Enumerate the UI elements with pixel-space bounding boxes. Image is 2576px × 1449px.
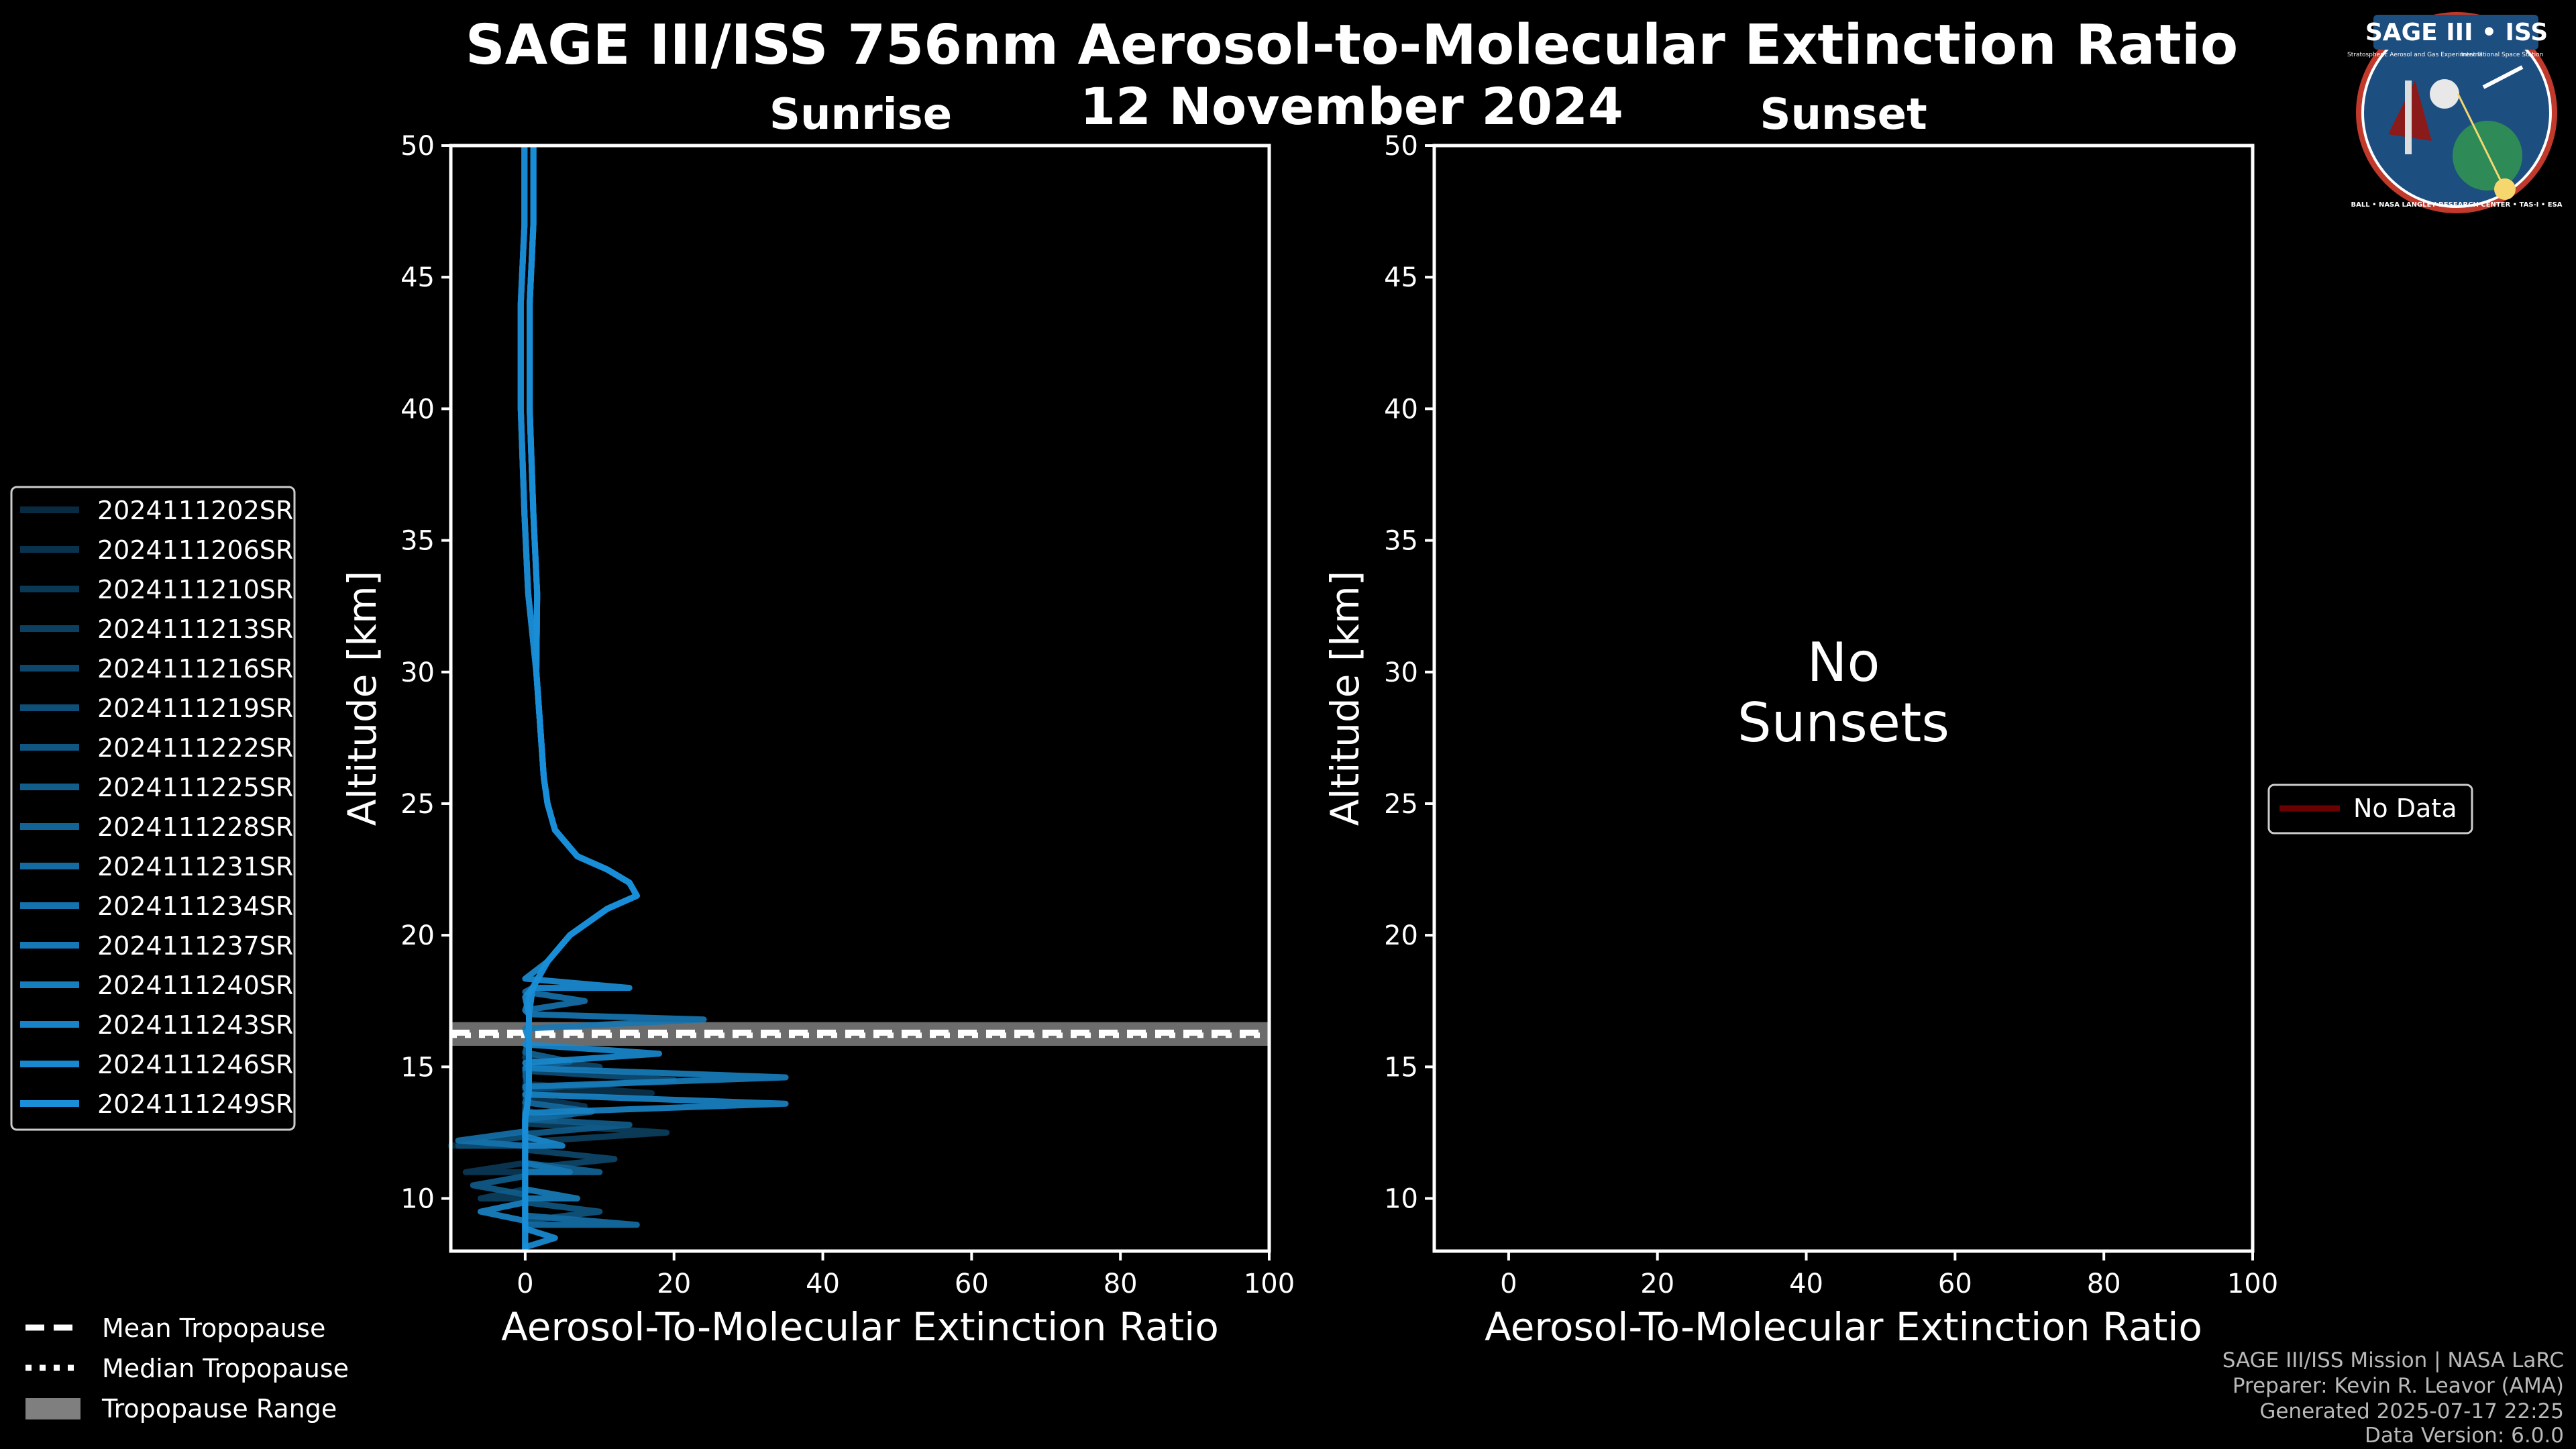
series-legend: 2024111202SR 2024111206SR 2024111210SR 2024… (10, 486, 296, 1131)
sunrise-y-tick-label: 30 (400, 657, 435, 688)
sunset-x-tick-label: 60 (1938, 1269, 1972, 1299)
series-legend-items: 2024111202SR 2024111206SR 2024111210SR 2024… (20, 496, 293, 1119)
sunset-plot-frame (1432, 144, 2255, 1253)
logo-moon-icon (2430, 79, 2459, 109)
sunset-x-tick-label: 40 (1789, 1269, 1823, 1299)
sunset-y-tick-label: 20 (1384, 920, 1418, 951)
legend-label-2024111206SR: 2024111206SR (97, 535, 293, 565)
sunset-y-tick-label: 50 (1384, 131, 1418, 162)
legend-label-2024111243SR: 2024111243SR (97, 1010, 293, 1040)
legend-label-2024111234SR: 2024111234SR (97, 892, 293, 921)
footer-generated: Generated 2025-07-17 22:25 (2259, 1399, 2564, 1424)
sunrise-x-tick-label: 0 (517, 1269, 533, 1299)
figure-title: SAGE III/ISS 756nm Aerosol-to-Molecular … (466, 13, 2239, 77)
sunset-y-tick-label: 25 (1384, 789, 1418, 820)
tropopause-legend: Mean Tropopause Median Tropopause Tropop… (25, 1313, 349, 1424)
sunset-x-axis-label: Aerosol-To-Molecular Extinction Ratio (1485, 1304, 2202, 1350)
sunset-y-tick-label: 35 (1384, 526, 1418, 557)
sunrise-y-tick-label: 10 (400, 1184, 435, 1215)
legend-label-2024111222SR: 2024111222SR (97, 733, 293, 763)
sunrise-panel-title: Sunrise (769, 90, 952, 140)
sunrise-y-tick-label: 25 (400, 789, 435, 820)
legend-label-2024111210SR: 2024111210SR (97, 575, 293, 604)
sunrise-x-tick-label: 100 (1244, 1269, 1295, 1299)
footer-preparer: Preparer: Kevin R. Leavor (AMA) (2233, 1374, 2564, 1398)
legend-label-2024111231SR: 2024111231SR (97, 852, 293, 881)
series-line-2024111249SR (522, 146, 640, 1251)
logo-station-icon (2482, 65, 2524, 89)
sunrise-y-tick-label: 45 (400, 262, 435, 293)
legend-label-2024111249SR: 2024111249SR (97, 1089, 293, 1119)
series-legend-box (10, 486, 296, 1131)
sunset-y-ticks: 10 15 20 25 30 35 40 45 50 (1384, 131, 1434, 1215)
sunset-x-tick-label: 0 (1500, 1269, 1517, 1299)
logo-title: SAGE III • ISS (2365, 19, 2548, 46)
logo-beam-icon (2457, 93, 2506, 190)
logo-subtitle-right: International Space Station (2461, 52, 2544, 58)
sunrise-x-ticks: 0 20 40 60 80 100 (517, 1251, 1295, 1299)
sunset-y-tick-label: 30 (1384, 657, 1418, 688)
sunrise-y-tick-label: 15 (400, 1052, 435, 1083)
tropopause-range-label: Tropopause Range (101, 1394, 337, 1424)
legend-label-2024111246SR: 2024111246SR (97, 1050, 293, 1079)
legend-label-2024111216SR: 2024111216SR (97, 654, 293, 684)
sunset-y-tick-label: 10 (1384, 1184, 1418, 1215)
legend-label-2024111202SR: 2024111202SR (97, 496, 293, 525)
logo-title-bar (2373, 15, 2538, 50)
sunset-panel: 0 20 40 60 80 100 10 15 20 25 30 35 40 45 50 No Sunse… (1322, 131, 2278, 1350)
sunrise-x-tick-label: 60 (955, 1269, 989, 1299)
sunrise-x-tick-label: 20 (657, 1269, 691, 1299)
sunrise-y-tick-label: 40 (400, 394, 435, 425)
logo-ring-text: BALL • NASA LANGLEY RESEARCH CENTER • TA… (2351, 201, 2562, 209)
footer-credits: SAGE III/ISS Mission | NASA LaRC Prepare… (2222, 1348, 2564, 1448)
sunset-legend-box (2267, 784, 2473, 835)
sunrise-y-axis-label: Altitude [km] (339, 571, 385, 826)
legend-label-2024111228SR: 2024111228SR (97, 812, 293, 842)
sunset-y-tick-label: 15 (1384, 1052, 1418, 1083)
sage-iii-iss-logo: SAGE III • ISS Stratospheric Aerosol and… (2347, 12, 2563, 213)
sunset-panel-title: Sunset (1760, 90, 1927, 140)
footer-mission: SAGE III/ISS Mission | NASA LaRC (2222, 1348, 2564, 1373)
no-sunsets-annotation-line2: Sunsets (1737, 692, 1949, 754)
figure-date: 12 November 2024 (1080, 76, 1623, 136)
legend-label-2024111237SR: 2024111237SR (97, 931, 293, 961)
no-data-legend-label: No Data (2353, 794, 2457, 823)
sunrise-y-tick-label: 50 (400, 131, 435, 162)
sunset-plot-area (1434, 146, 2253, 1251)
sunrise-y-tick-label: 35 (400, 526, 435, 557)
sunrise-x-tick-label: 80 (1104, 1269, 1138, 1299)
logo-staff-icon (2405, 80, 2412, 154)
sunrise-x-axis-label: Aerosol-To-Molecular Extinction Ratio (501, 1304, 1219, 1350)
legend-label-2024111219SR: 2024111219SR (97, 694, 293, 723)
sunrise-y-ticks: 10 15 20 25 30 35 40 45 50 (400, 131, 451, 1215)
logo-subtitle-left: Stratospheric Aerosol and Gas Experiment… (2347, 52, 2483, 58)
legend-label-2024111213SR: 2024111213SR (97, 614, 293, 644)
legend-label-2024111240SR: 2024111240SR (97, 971, 293, 1000)
sunset-x-tick-label: 80 (2087, 1269, 2121, 1299)
mean-tropopause-label: Mean Tropopause (102, 1313, 325, 1343)
sunset-x-tick-label: 100 (2227, 1269, 2278, 1299)
sunset-y-tick-label: 45 (1384, 262, 1418, 293)
sunset-legend: No Data (2267, 784, 2473, 835)
footer-data-version: Data Version: 6.0.0 (2365, 1424, 2564, 1448)
legend-label-2024111225SR: 2024111225SR (97, 773, 293, 802)
sunrise-panel: 0 20 40 60 80 100 10 15 20 25 30 35 40 45 50 Aerosol-… (339, 131, 1295, 1350)
sunrise-plot-frame (449, 144, 1271, 1253)
no-sunsets-annotation-line1: No (1807, 631, 1880, 694)
sunset-x-tick-label: 20 (1640, 1269, 1674, 1299)
sunset-y-tick-label: 40 (1384, 394, 1418, 425)
sunrise-series-layer (447, 146, 789, 1251)
sunset-y-axis-label: Altitude [km] (1322, 571, 1368, 826)
tropopause-range-swatch (25, 1398, 80, 1419)
sunrise-x-tick-label: 40 (806, 1269, 840, 1299)
sunrise-y-tick-label: 20 (400, 920, 435, 951)
median-tropopause-label: Median Tropopause (102, 1354, 349, 1383)
sunset-x-ticks: 0 20 40 60 80 100 (1500, 1251, 2278, 1299)
